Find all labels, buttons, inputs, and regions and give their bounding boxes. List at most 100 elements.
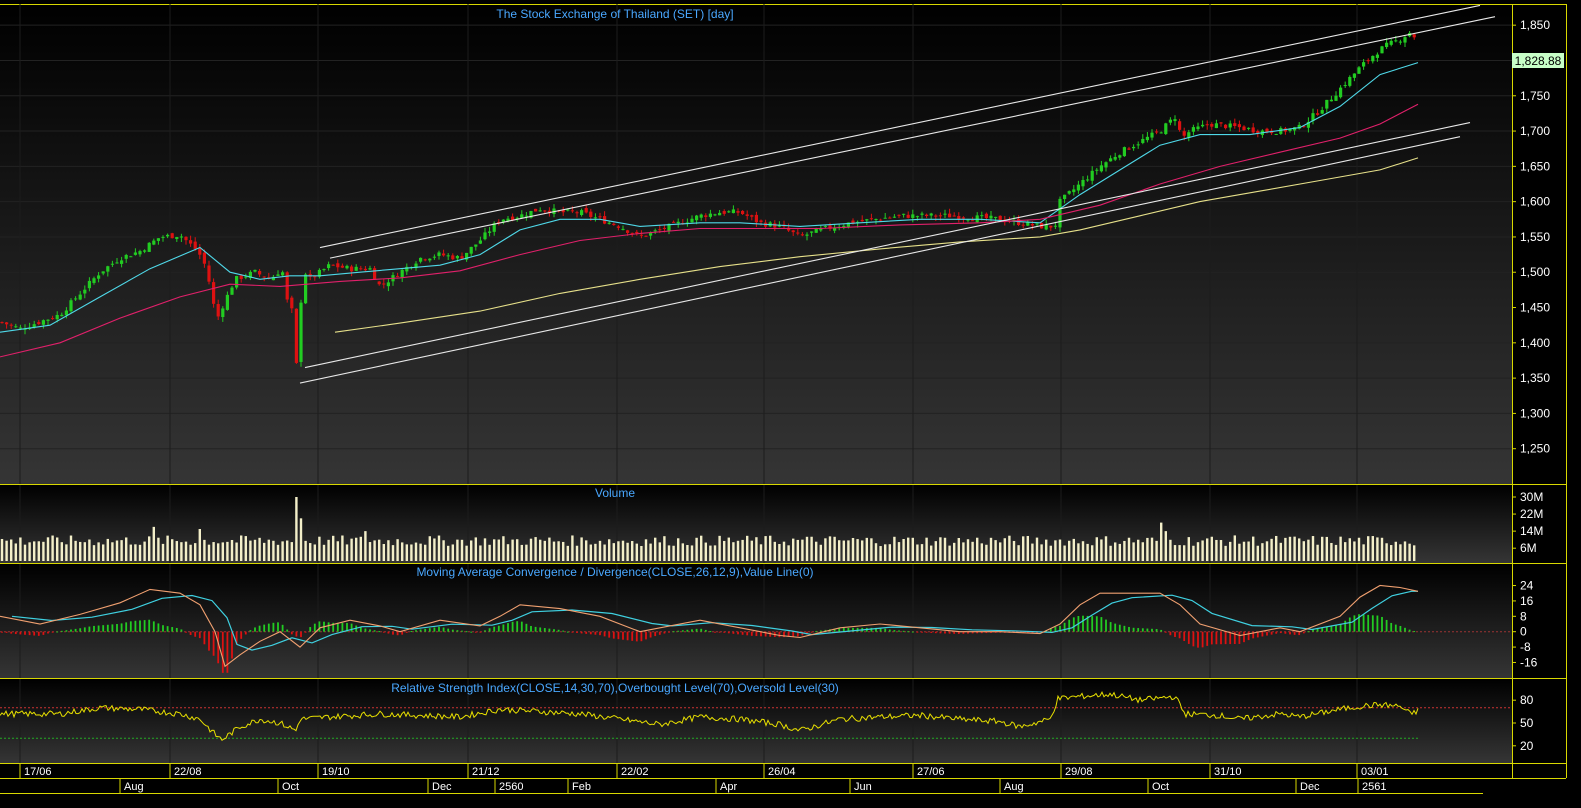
volume-bar bbox=[1008, 535, 1011, 561]
candle-up bbox=[446, 255, 450, 257]
macd-histogram-bar bbox=[511, 621, 514, 632]
volume-bar bbox=[907, 537, 910, 561]
candle-up bbox=[883, 217, 887, 219]
time-label-lower: Dec bbox=[432, 781, 452, 793]
volume-bar bbox=[83, 542, 86, 561]
candle-up bbox=[221, 308, 225, 318]
candle-up bbox=[414, 263, 418, 269]
volume-bar bbox=[1054, 540, 1057, 561]
macd-histogram-bar bbox=[566, 631, 569, 633]
candle-up bbox=[465, 252, 469, 260]
candle-down bbox=[897, 214, 901, 216]
candle-down bbox=[791, 230, 795, 233]
candle-down bbox=[497, 222, 501, 224]
candle-up bbox=[593, 217, 597, 219]
macd-histogram-bar bbox=[760, 631, 762, 637]
volume-bar bbox=[1367, 536, 1370, 561]
candle-down bbox=[584, 208, 588, 213]
candle-up bbox=[317, 269, 321, 277]
volume-bar bbox=[815, 541, 818, 561]
volume-tick-label: 22M bbox=[1520, 507, 1543, 521]
volume-bar bbox=[585, 540, 588, 561]
time-label-upper: 26/04 bbox=[768, 766, 796, 778]
volume-bar bbox=[1357, 537, 1361, 561]
macd-histogram-bar bbox=[19, 631, 22, 635]
macd-histogram-bar bbox=[447, 628, 450, 632]
macd-histogram-bar bbox=[14, 631, 17, 635]
candle-down bbox=[543, 210, 547, 212]
macd-histogram-bar bbox=[1146, 628, 1149, 632]
candle-up bbox=[538, 210, 542, 212]
volume-bar bbox=[1394, 541, 1397, 561]
volume-bar bbox=[1229, 541, 1232, 561]
candle-down bbox=[189, 240, 193, 244]
candle-down bbox=[1219, 122, 1223, 124]
candle-up bbox=[1118, 155, 1122, 158]
macd-histogram-bar bbox=[921, 631, 923, 633]
macd-histogram-bar bbox=[806, 631, 808, 634]
volume-bar bbox=[612, 543, 615, 561]
candle-down bbox=[961, 217, 965, 219]
candle-down bbox=[294, 308, 298, 363]
macd-histogram-bar bbox=[530, 625, 532, 632]
volume-bar bbox=[801, 539, 804, 561]
macd-histogram-bar bbox=[603, 631, 606, 637]
candle-down bbox=[262, 276, 266, 278]
candle-up bbox=[244, 276, 248, 278]
volume-bar bbox=[497, 539, 500, 561]
macd-histogram-bar bbox=[520, 621, 523, 632]
volume-bar bbox=[1210, 536, 1213, 561]
candle-down bbox=[672, 221, 676, 223]
candle-down bbox=[828, 225, 832, 229]
candle-up bbox=[667, 223, 671, 232]
macd-histogram-bar bbox=[143, 620, 146, 632]
macd-histogram-bar bbox=[599, 631, 601, 636]
macd-histogram-bar bbox=[1059, 625, 1061, 632]
macd-histogram-bar bbox=[102, 625, 105, 632]
macd-histogram-bar bbox=[732, 631, 735, 634]
volume-bar bbox=[810, 536, 813, 561]
macd-histogram-bar bbox=[428, 628, 431, 632]
macd-histogram-bar bbox=[585, 631, 588, 634]
volume-bar bbox=[741, 539, 744, 561]
macd-histogram-bar bbox=[1339, 623, 1342, 632]
candle-up bbox=[874, 219, 878, 221]
volume-bar bbox=[129, 544, 132, 561]
candle-up bbox=[1339, 87, 1343, 98]
macd-histogram-bar bbox=[930, 631, 933, 633]
candle-down bbox=[1256, 131, 1260, 134]
candle-down bbox=[212, 282, 216, 304]
candle-down bbox=[423, 259, 427, 261]
time-label-upper: 29/08 bbox=[1065, 766, 1093, 778]
candle-down bbox=[800, 234, 804, 236]
candle-up bbox=[87, 280, 91, 289]
volume-bar bbox=[14, 543, 17, 561]
macd-histogram-bar bbox=[1385, 619, 1388, 632]
candle-up bbox=[1288, 128, 1292, 131]
candle-up bbox=[580, 210, 584, 216]
macd-histogram-bar bbox=[1114, 623, 1117, 632]
macd-histogram-bar bbox=[1082, 615, 1084, 632]
candle-up bbox=[943, 213, 947, 215]
candle-up bbox=[83, 289, 87, 294]
candle-down bbox=[377, 281, 381, 285]
macd-histogram-bar bbox=[1132, 627, 1135, 632]
macd-histogram-bar bbox=[171, 627, 174, 632]
candle-up bbox=[929, 213, 933, 216]
volume-bar bbox=[488, 544, 491, 561]
volume-bar bbox=[111, 542, 114, 561]
rsi-axis-bg bbox=[1512, 679, 1566, 763]
volume-bar bbox=[1086, 543, 1089, 561]
macd-histogram-bar bbox=[1155, 629, 1158, 632]
candle-down bbox=[598, 216, 602, 218]
macd-histogram-bar bbox=[925, 631, 928, 633]
volume-bar bbox=[1183, 545, 1186, 561]
macd-histogram-bar bbox=[704, 629, 707, 632]
candle-up bbox=[488, 231, 492, 233]
candle-down bbox=[290, 297, 294, 309]
volume-bar bbox=[281, 541, 284, 561]
volume-bar bbox=[203, 539, 206, 561]
macd-histogram-bar bbox=[852, 627, 854, 632]
macd-histogram-bar bbox=[1298, 631, 1301, 636]
